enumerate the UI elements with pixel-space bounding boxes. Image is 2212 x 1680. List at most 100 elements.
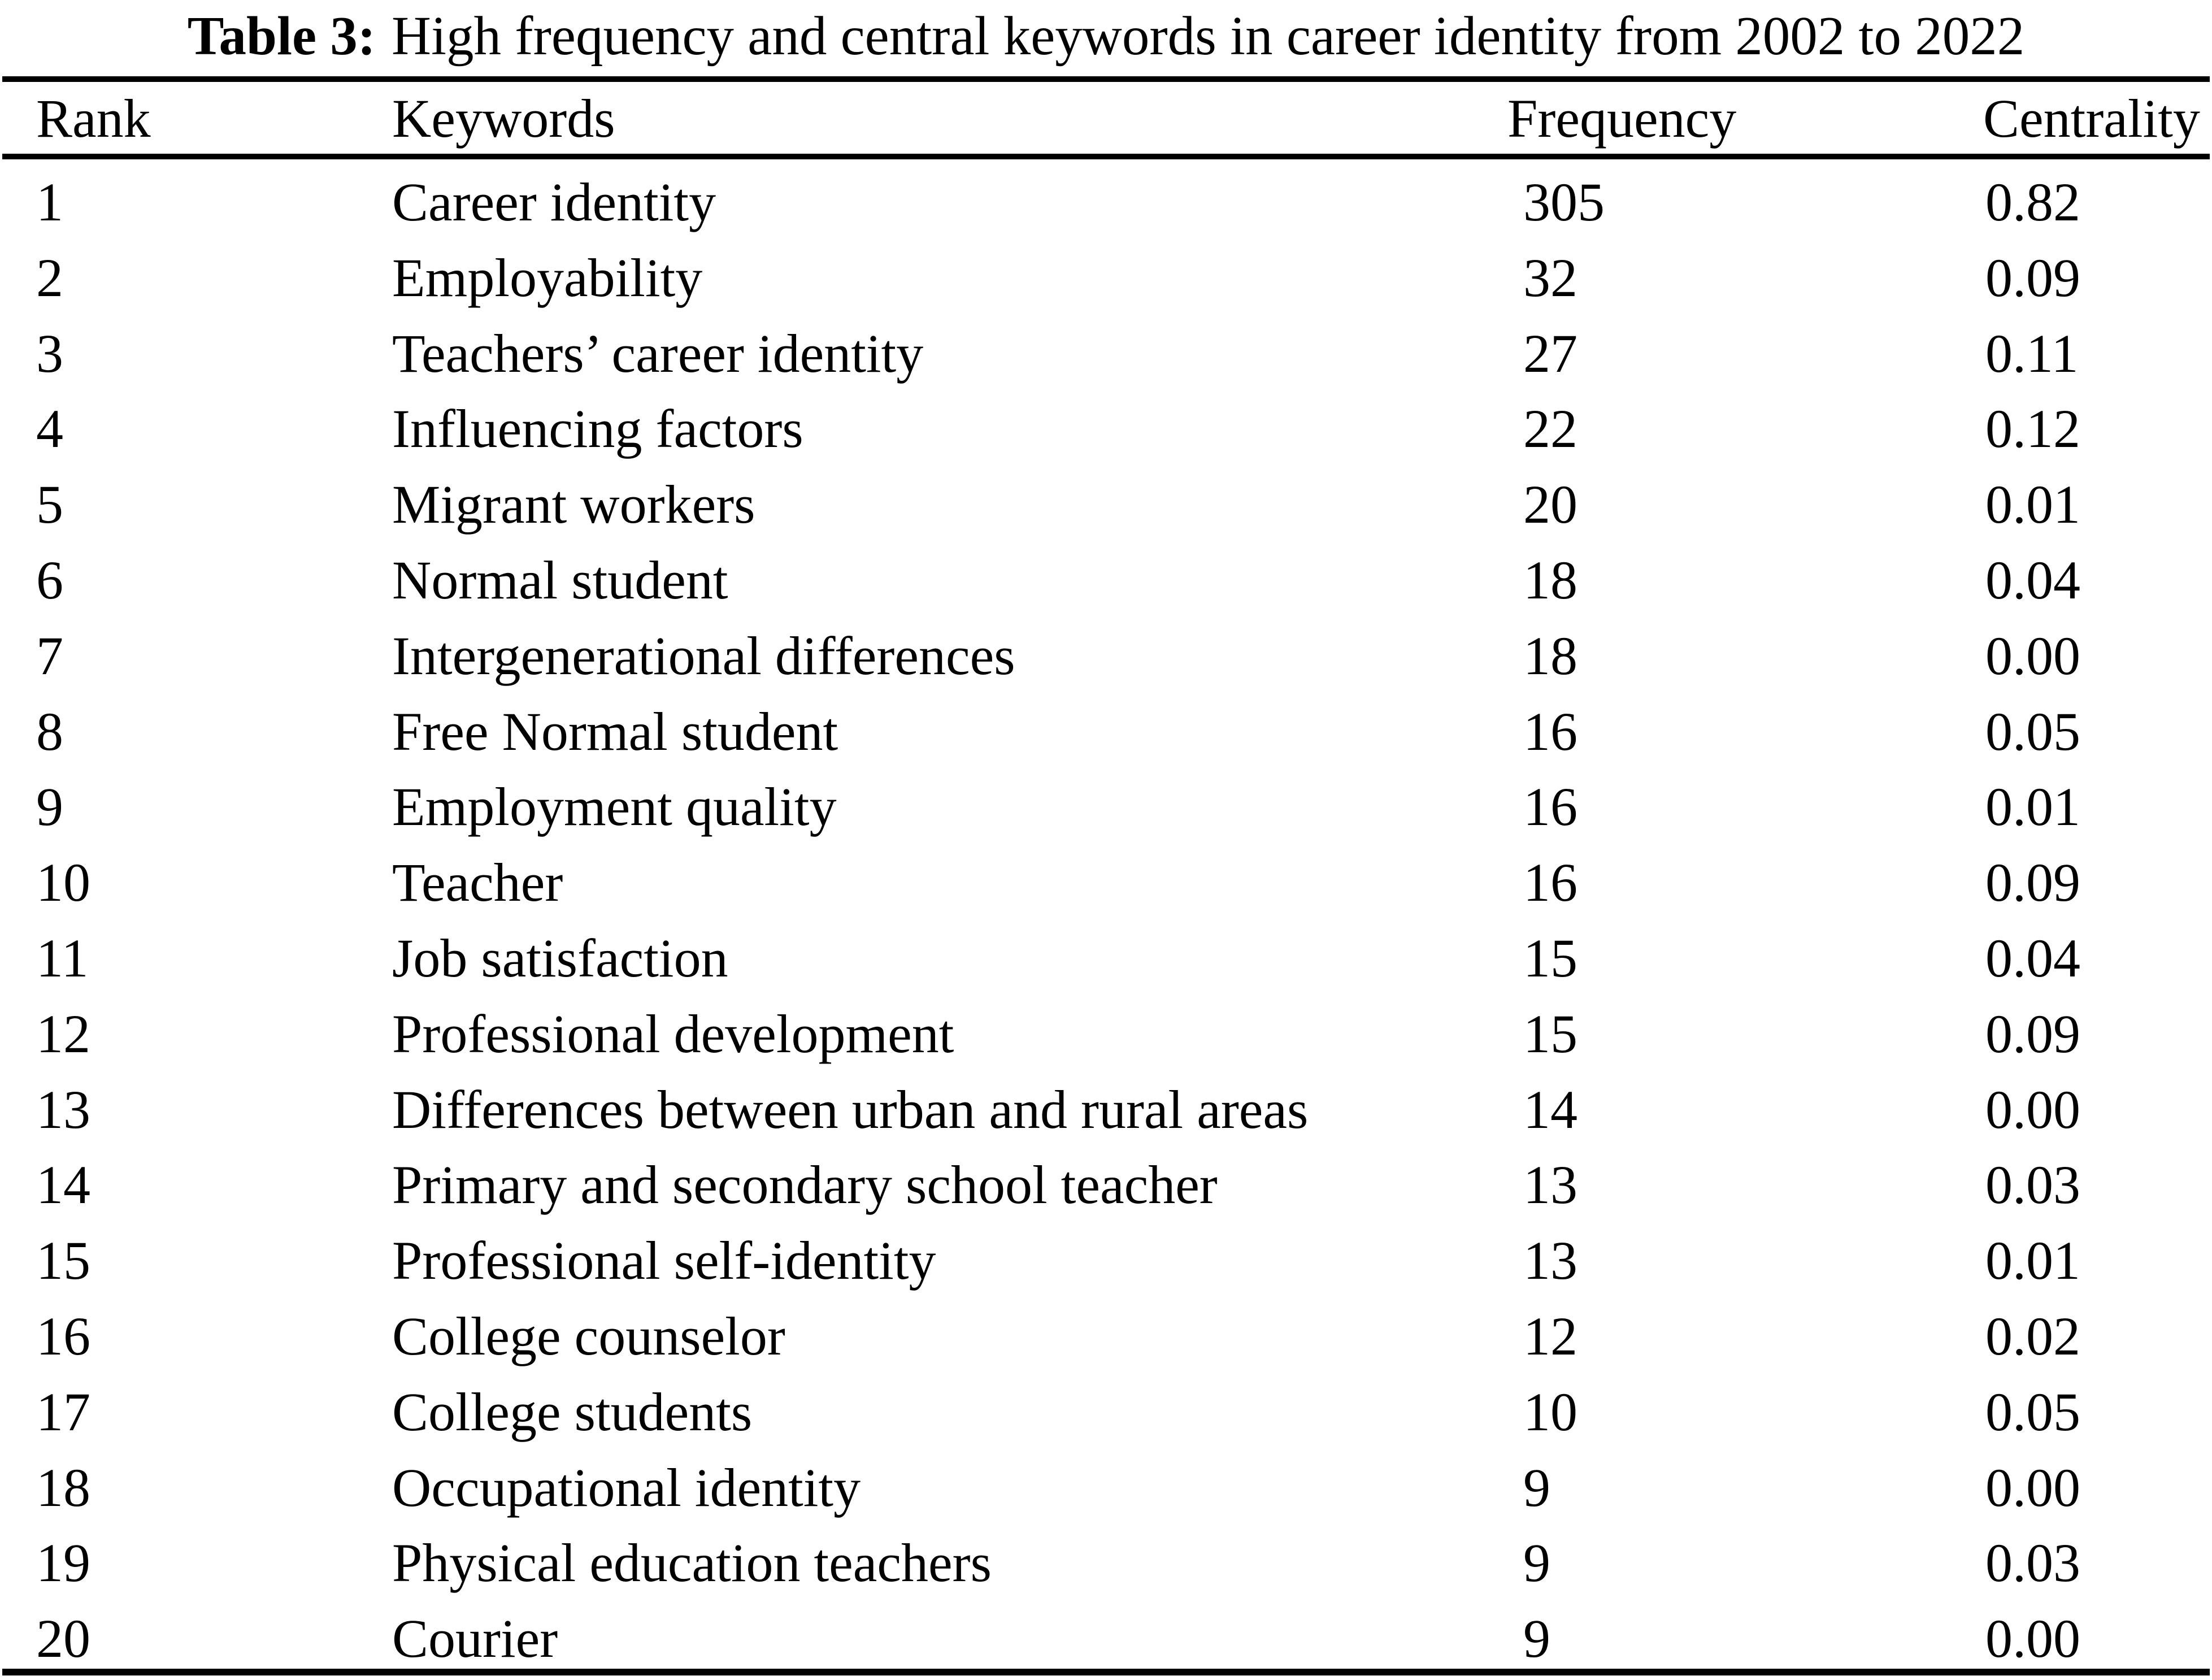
rank-cell: 9 — [36, 776, 63, 837]
table-caption-label: Table 3: — [187, 6, 376, 66]
rank-cell: 18 — [36, 1457, 90, 1518]
frequency-cell: 9 — [1523, 1457, 1550, 1518]
keyword-cell: Professional development — [392, 1003, 954, 1064]
rank-cell: 1 — [36, 172, 63, 232]
keyword-cell: Intergenerational differences — [392, 625, 1015, 686]
keyword-cell: Primary and secondary school teacher — [392, 1154, 1218, 1215]
centrality-cell: 0.01 — [1985, 776, 2080, 837]
rank-cell: 11 — [36, 928, 89, 988]
header-rank: Rank — [36, 88, 151, 149]
centrality-cell: 0.04 — [1985, 928, 2080, 988]
keyword-cell: Migrant workers — [392, 474, 755, 535]
frequency-cell: 22 — [1523, 398, 1577, 459]
frequency-cell: 16 — [1523, 852, 1577, 913]
keyword-cell: Job satisfaction — [392, 928, 728, 988]
table-row: 2 Employability 32 0.09 — [0, 240, 2212, 316]
table-row: 8 Free Normal student 16 0.05 — [0, 694, 2212, 770]
frequency-cell: 18 — [1523, 550, 1577, 610]
keyword-cell: Employment quality — [392, 776, 837, 837]
table-row: 10 Teacher 16 0.09 — [0, 845, 2212, 921]
keyword-cell: College students — [392, 1381, 753, 1442]
table-row: 11 Job satisfaction 15 0.04 — [0, 921, 2212, 996]
table-top-rule — [2, 76, 2210, 82]
table-row: 1 Career identity 305 0.82 — [0, 164, 2212, 240]
header-frequency: Frequency — [1507, 88, 1737, 149]
frequency-cell: 12 — [1523, 1306, 1577, 1366]
rank-cell: 20 — [36, 1608, 90, 1669]
frequency-cell: 15 — [1523, 1003, 1577, 1064]
keyword-cell: College counselor — [392, 1306, 785, 1366]
table-row: 16 College counselor 12 0.02 — [0, 1299, 2212, 1374]
frequency-cell: 32 — [1523, 247, 1577, 308]
keyword-cell: Courier — [392, 1608, 558, 1669]
centrality-cell: 0.05 — [1985, 1381, 2080, 1442]
frequency-cell: 27 — [1523, 323, 1577, 384]
table-row: 9 Employment quality 16 0.01 — [0, 769, 2212, 845]
centrality-cell: 0.00 — [1985, 625, 2080, 686]
centrality-cell: 0.82 — [1985, 172, 2080, 232]
rank-cell: 19 — [36, 1533, 90, 1594]
table-row: 12 Professional development 15 0.09 — [0, 996, 2212, 1072]
header-centrality: Centrality — [1983, 88, 2200, 149]
centrality-cell: 0.00 — [1985, 1079, 2080, 1140]
rank-cell: 10 — [36, 852, 90, 913]
rank-cell: 8 — [36, 701, 63, 762]
table-row: 20 Courier 9 0.00 — [0, 1601, 2212, 1677]
centrality-cell: 0.03 — [1985, 1533, 2080, 1594]
centrality-cell: 0.01 — [1985, 474, 2080, 535]
frequency-cell: 305 — [1523, 172, 1605, 232]
centrality-cell: 0.09 — [1985, 1003, 2080, 1064]
frequency-cell: 13 — [1523, 1154, 1577, 1215]
table-row: 18 Occupational identity 9 0.00 — [0, 1450, 2212, 1526]
rank-cell: 14 — [36, 1154, 90, 1215]
rank-cell: 3 — [36, 323, 63, 384]
rank-cell: 7 — [36, 625, 63, 686]
centrality-cell: 0.00 — [1985, 1457, 2080, 1518]
keyword-cell: Differences between urban and rural area… — [392, 1079, 1309, 1140]
frequency-cell: 20 — [1523, 474, 1577, 535]
frequency-cell: 9 — [1523, 1608, 1550, 1669]
keyword-cell: Physical education teachers — [392, 1533, 992, 1594]
rank-cell: 4 — [36, 398, 63, 459]
keyword-cell: Free Normal student — [392, 701, 838, 762]
table-caption-text: High frequency and central keywords in c… — [392, 6, 2025, 66]
table-row: 4 Influencing factors 22 0.12 — [0, 391, 2212, 467]
frequency-cell: 14 — [1523, 1079, 1577, 1140]
table-row: 14 Primary and secondary school teacher 13… — [0, 1147, 2212, 1223]
rank-cell: 2 — [36, 247, 63, 308]
table-row: 6 Normal student 18 0.04 — [0, 542, 2212, 618]
table-header-rule — [2, 154, 2210, 159]
frequency-cell: 16 — [1523, 701, 1577, 762]
frequency-cell: 13 — [1523, 1230, 1577, 1291]
keyword-cell: Occupational identity — [392, 1457, 861, 1518]
keyword-cell: Employability — [392, 247, 703, 308]
centrality-cell: 0.00 — [1985, 1608, 2080, 1669]
keyword-cell: Teachers’ career identity — [392, 323, 924, 384]
frequency-cell: 16 — [1523, 776, 1577, 837]
table-bottom-rule — [2, 1669, 2210, 1675]
table-header-row: Rank Keywords Frequency Centrality — [0, 83, 2212, 154]
rank-cell: 16 — [36, 1306, 90, 1366]
frequency-cell: 15 — [1523, 928, 1577, 988]
keyword-cell: Normal student — [392, 550, 728, 610]
table-row: 3 Teachers’ career identity 27 0.11 — [0, 316, 2212, 392]
keyword-cell: Teacher — [392, 852, 563, 913]
table-row: 13 Differences between urban and rural ar… — [0, 1072, 2212, 1148]
frequency-cell: 10 — [1523, 1381, 1577, 1442]
table-row: 5 Migrant workers 20 0.01 — [0, 467, 2212, 542]
centrality-cell: 0.01 — [1985, 1230, 2080, 1291]
keyword-cell: Career identity — [392, 172, 716, 232]
keyword-cell: Influencing factors — [392, 398, 803, 459]
centrality-cell: 0.09 — [1985, 247, 2080, 308]
rank-cell: 17 — [36, 1381, 90, 1442]
centrality-cell: 0.05 — [1985, 701, 2080, 762]
centrality-cell: 0.12 — [1985, 398, 2080, 459]
frequency-cell: 9 — [1523, 1533, 1550, 1594]
rank-cell: 15 — [36, 1230, 90, 1291]
centrality-cell: 0.04 — [1985, 550, 2080, 610]
frequency-cell: 18 — [1523, 625, 1577, 686]
rank-cell: 12 — [36, 1003, 90, 1064]
table-row: 7 Intergenerational differences 18 0.00 — [0, 618, 2212, 694]
